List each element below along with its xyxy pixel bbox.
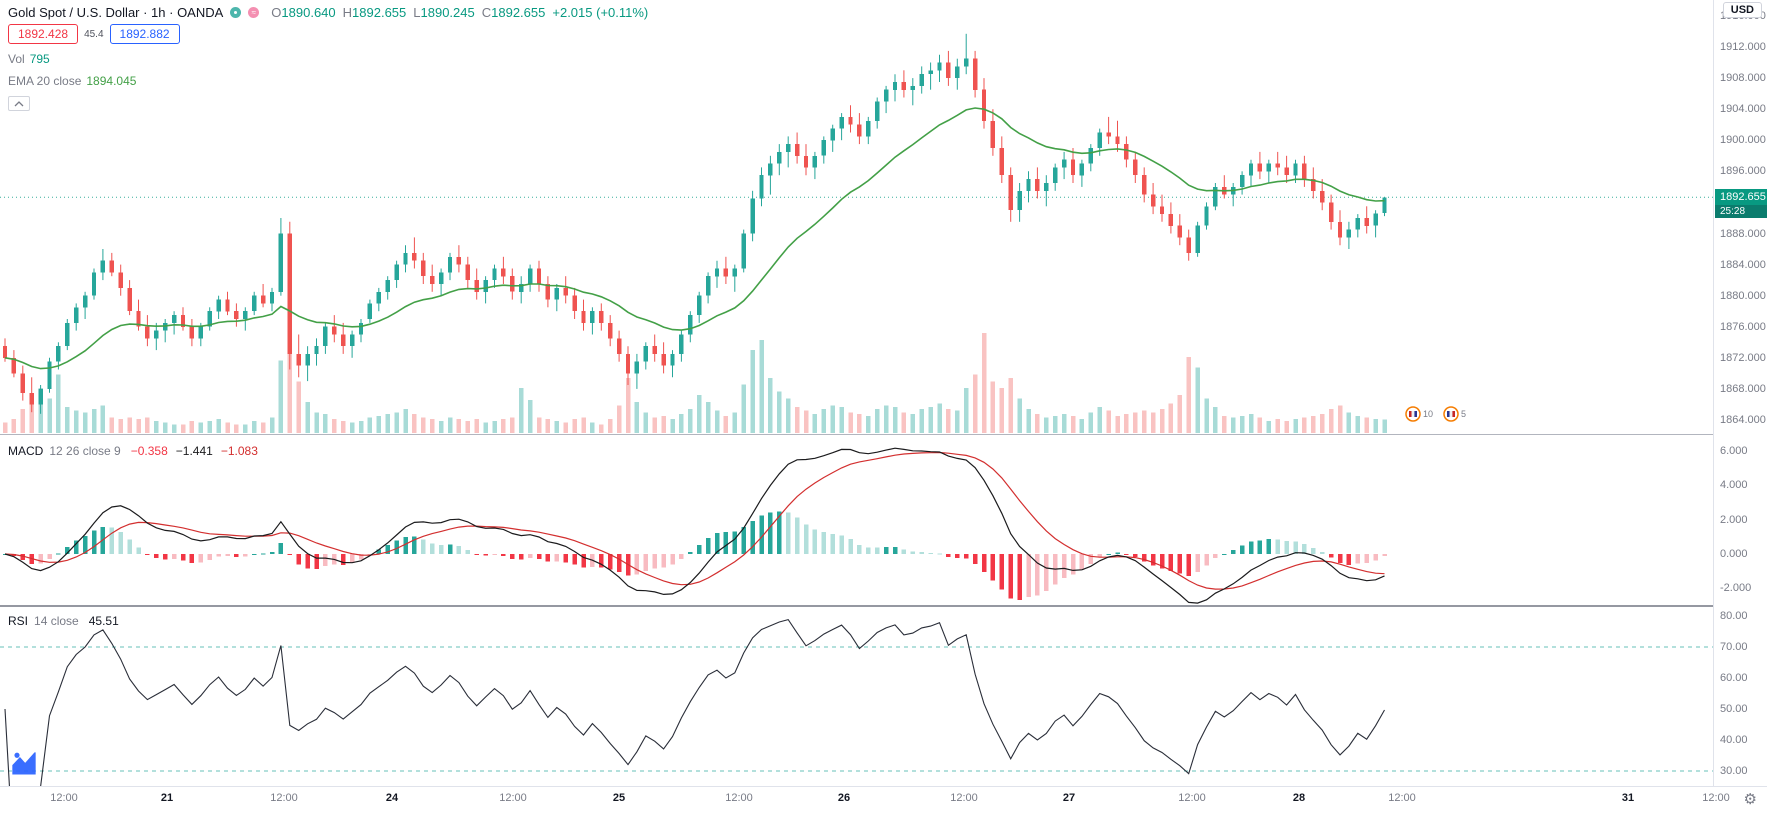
sell-button[interactable]: 1892.428 [8, 24, 79, 44]
low-value: 1890.245 [420, 5, 475, 20]
event-flag-icon [1443, 406, 1459, 422]
pane-divider[interactable] [0, 434, 1767, 435]
time-tick-label: 24 [385, 792, 399, 804]
axis-tick-label: 60.00 [1720, 672, 1748, 684]
axis-tick-label: 40.00 [1720, 734, 1748, 746]
ohlc-values: O 1890.640 H 1892.655 L 1890.245 C 1892.… [271, 5, 655, 20]
axis-tick-label: 1888.000 [1720, 227, 1766, 240]
axis-tick-label: 30.00 [1720, 765, 1748, 777]
event-badge[interactable]: 10 [1405, 406, 1433, 422]
time-tick-label: 12:00 [1178, 792, 1206, 804]
event-count: 5 [1461, 409, 1467, 419]
event-badges: 10 5 [1405, 406, 1476, 422]
chart-legend: Gold Spot / U.S. Dollar · 1h · OANDA ≈ O… [8, 5, 655, 111]
macd-params: 12 26 close 9 [49, 444, 121, 458]
time-tick-label: 31 [1621, 792, 1635, 804]
ema-label: EMA 20 close [8, 74, 82, 88]
time-tick-label: 12:00 [725, 792, 753, 804]
macd-line-value: −1.441 [175, 444, 213, 458]
time-tick-label: 27 [1062, 792, 1076, 804]
event-badge[interactable]: 5 [1443, 406, 1466, 422]
rsi-pane[interactable] [0, 606, 1713, 786]
open-label: O [271, 5, 282, 20]
volume-value: 795 [29, 52, 50, 66]
settings-gear-icon[interactable]: ⚙ [1743, 791, 1757, 808]
currency-unit-button[interactable]: USD [1722, 2, 1762, 18]
time-tick-label: 12:00 [50, 792, 78, 804]
event-flag-icon [1405, 406, 1421, 422]
high-label: H [342, 5, 353, 20]
symbol-title[interactable]: Gold Spot / U.S. Dollar · 1h · OANDA [8, 5, 224, 20]
time-tick-label: 12:00 [270, 792, 298, 804]
macd-chart[interactable] [0, 434, 1713, 606]
time-tick-label: 26 [837, 792, 851, 804]
bar-countdown: 25:28 [1715, 205, 1767, 218]
chart-logo-icon [12, 752, 36, 775]
axis-tick-label: 1868.000 [1720, 382, 1766, 395]
ema-value: 1894.045 [86, 74, 137, 88]
axis-tick-label: 80.00 [1720, 610, 1748, 622]
macd-signal-value: −1.083 [220, 444, 258, 458]
volume-label: Vol [8, 52, 25, 66]
time-tick-label: 12:00 [499, 792, 527, 804]
axis-tick-label: 1912.000 [1720, 41, 1766, 53]
time-axis[interactable]: 12:00 21 12:00 24 12:00 25 12:00 26 12:00 27 12:00… [0, 786, 1767, 814]
price-axis[interactable]: 1916.0001912.0001908.0001904.0001900.000… [1713, 0, 1767, 786]
tradingview-logo[interactable] [10, 750, 38, 778]
axis-tick-label: 1864.000 [1720, 414, 1766, 426]
axis-tick-label: 0.000 [1720, 548, 1748, 560]
time-tick-label: 21 [160, 792, 174, 804]
axis-tick-label: 1884.000 [1720, 258, 1766, 271]
rsi-value: 45.51 [88, 614, 119, 628]
rsi-title: RSI [8, 614, 29, 628]
low-label: L [413, 5, 421, 20]
last-price-tag: 1892.655 25:28 [1715, 189, 1767, 218]
market-status-icon[interactable] [230, 7, 242, 18]
macd-legend[interactable]: MACD 12 26 close 9 −0.358 −1.441 −1.083 [8, 444, 266, 458]
axis-tick-label: 1896.000 [1720, 165, 1766, 178]
buy-button[interactable]: 1892.882 [109, 24, 180, 44]
event-count: 10 [1423, 409, 1434, 419]
axis-tick-label: 70.00 [1720, 641, 1748, 653]
axis-tick-label: 50.00 [1720, 703, 1748, 715]
axis-tick-label: 1908.000 [1720, 72, 1766, 85]
rsi-chart[interactable] [0, 606, 1713, 786]
volume-legend: Vol 795 [8, 52, 655, 66]
pane-divider[interactable] [0, 605, 1767, 607]
axis-tick-label: 2.000 [1720, 513, 1748, 526]
macd-title: MACD [8, 444, 44, 458]
axis-tick-label: 4.000 [1720, 479, 1748, 492]
open-value: 1890.640 [281, 5, 336, 20]
spread-value: 45.4 [84, 28, 104, 40]
macd-pane[interactable] [0, 434, 1713, 606]
delayed-data-icon[interactable]: ≈ [248, 7, 260, 18]
time-tick-label: 28 [1292, 792, 1306, 804]
candlestick-chart[interactable] [0, 0, 1713, 434]
time-tick-label: 12:00 [1388, 792, 1416, 804]
axis-tick-label: -2.000 [1720, 582, 1752, 595]
axis-tick-label: 1904.000 [1720, 103, 1766, 116]
collapse-legend-button[interactable] [8, 96, 30, 111]
change-value: +2.015 (+0.11%) [552, 5, 649, 20]
main-chart-pane[interactable] [0, 0, 1713, 434]
chevron-up-icon [14, 100, 24, 106]
time-tick-label: 12:00 [1702, 792, 1730, 804]
close-label: C [481, 5, 492, 20]
time-tick-label: 25 [612, 792, 626, 804]
axis-tick-label: 6.000 [1720, 444, 1748, 457]
axis-tick-label: 1900.000 [1720, 134, 1766, 147]
ema-legend[interactable]: EMA 20 close 1894.045 [8, 74, 655, 88]
axis-tick-label: 1872.000 [1720, 351, 1766, 364]
last-price-label: 1892.655 [1715, 189, 1767, 205]
axis-tick-label: 1880.000 [1720, 289, 1766, 302]
rsi-legend[interactable]: RSI 14 close 45.51 [8, 614, 127, 628]
macd-hist-value: −0.358 [130, 444, 168, 458]
time-tick-label: 12:00 [950, 792, 978, 804]
close-value: 1892.655 [491, 5, 546, 20]
high-value: 1892.655 [352, 5, 407, 20]
rsi-params: 14 close [34, 614, 79, 628]
axis-tick-label: 1876.000 [1720, 320, 1766, 333]
